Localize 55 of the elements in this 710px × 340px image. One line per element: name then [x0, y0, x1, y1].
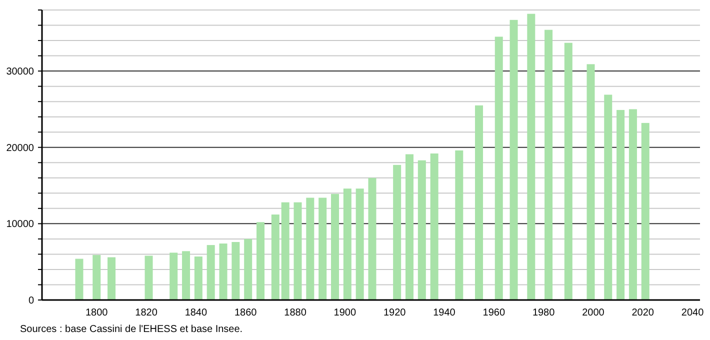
bar	[564, 42, 572, 300]
source-note: Sources : base Cassini de l'EHESS et base Insee.	[20, 324, 243, 335]
x-tick-label: 1880	[284, 308, 307, 318]
y-tick-label: 20000	[6, 142, 34, 154]
bar	[219, 244, 228, 300]
x-tick-label: 1980	[532, 308, 556, 318]
bar	[330, 194, 339, 300]
x-tick-label: 1860	[234, 308, 258, 318]
x-tick-label: 1920	[383, 308, 406, 318]
x-tick-label: 1940	[433, 308, 456, 318]
x-tick-label: 2000	[582, 308, 605, 318]
bar	[271, 214, 280, 300]
bar	[356, 188, 364, 300]
x-tick-label: 1960	[482, 308, 506, 318]
bar	[232, 242, 240, 300]
x-tick-label: 2020	[632, 308, 654, 318]
bar	[256, 222, 265, 300]
y-tick-label: 0	[28, 296, 34, 306]
bar	[527, 14, 536, 300]
bar	[343, 188, 352, 300]
bar	[475, 105, 484, 300]
bar	[108, 257, 116, 300]
bar	[430, 153, 438, 300]
bar	[616, 110, 625, 300]
bar	[510, 20, 518, 300]
bar	[194, 256, 202, 300]
y-tick-label: 30000	[6, 66, 34, 78]
bar	[405, 154, 414, 300]
x-tick-label: 1800	[86, 308, 108, 318]
bar	[586, 64, 595, 300]
bar	[92, 254, 101, 300]
x-tick-label: 1820	[135, 308, 158, 318]
x-tick-label: 1840	[184, 308, 208, 318]
bar	[318, 198, 327, 300]
x-tick-label: 2040	[681, 308, 704, 318]
bar	[418, 160, 426, 300]
bar	[244, 238, 252, 300]
bar	[170, 252, 178, 300]
bar	[281, 202, 290, 300]
bar	[182, 251, 190, 300]
bar	[368, 178, 376, 300]
bar	[544, 30, 553, 300]
bar	[144, 256, 153, 300]
bar	[494, 36, 503, 300]
bar	[393, 164, 402, 300]
y-tick-label: 10000	[6, 219, 34, 230]
bar	[306, 198, 314, 300]
bar	[75, 258, 84, 300]
bar	[628, 109, 637, 300]
bar	[455, 150, 464, 300]
bar	[604, 94, 612, 300]
bar	[294, 202, 302, 300]
bar	[206, 245, 215, 300]
bar	[641, 122, 650, 300]
x-tick-label: 1900	[334, 308, 356, 318]
